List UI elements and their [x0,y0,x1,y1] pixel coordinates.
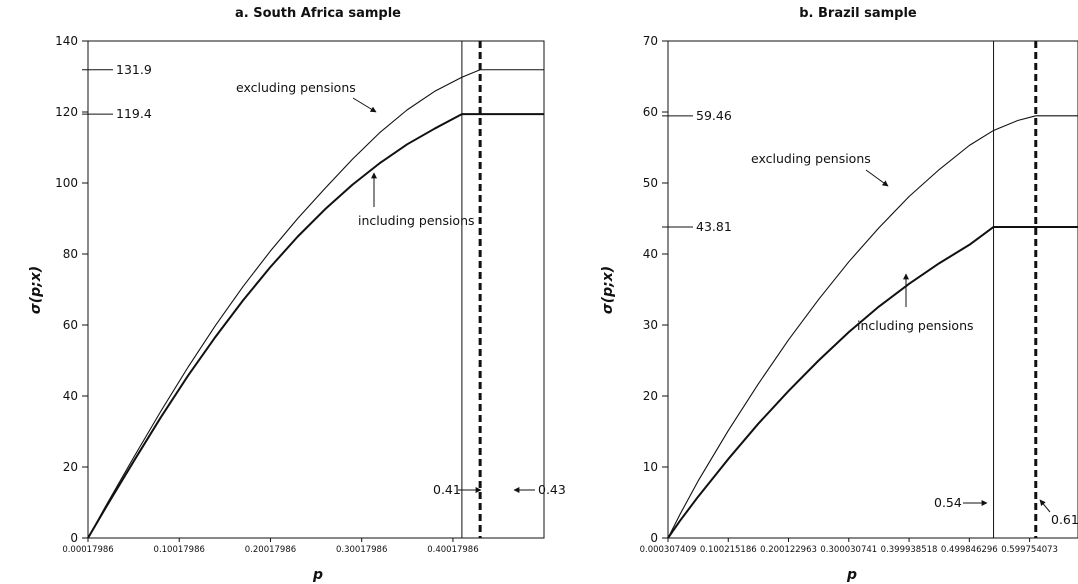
x-tick-label: 0.000307409 [640,545,697,555]
x-tick-label: 0.399938518 [881,545,938,555]
panel-a-title: a. South Africa sample [235,6,401,21]
y-tick-label: 60 [63,318,78,332]
panel-a-y-axis: 0 20 40 60 80 100 120 140 [55,34,88,545]
hline-value-label: 43.81 [696,219,732,234]
panel-brazil: b. Brazil sample 0 10 20 30 40 50 60 70 0.00030… [600,6,1078,583]
y-tick-label: 40 [63,389,78,403]
panel-b-plot-frame [667,40,1078,539]
x-tick-label: 0.20017986 [245,545,296,555]
panel-b-y-axis: 0 10 20 30 40 50 60 70 [643,34,668,545]
y-tick-label: 20 [63,460,78,474]
panel-b-vline-label-dashed: 0.61 [1051,512,1078,527]
series-line-including-pensions [87,113,544,539]
y-tick-label: 30 [643,318,658,332]
x-tick-label: 0.30017986 [336,545,387,555]
panel-a-annotation-including: including pensions [358,213,475,228]
y-tick-label: 10 [643,460,658,474]
panel-a-vline-label-solid: 0.41 [433,482,461,497]
series-line-excluding-pensions [87,69,544,539]
y-tick-label: 100 [55,176,78,190]
panel-b-y-axis-label: σ(p;x) [600,266,616,314]
panel-b-annotation-including: including pensions [857,318,974,333]
x-tick-label: 0.40017986 [427,545,478,555]
y-tick-label: 120 [55,105,78,119]
panel-b-annotation-excluding: excluding pensions [751,151,871,166]
y-tick-label: 40 [643,247,658,261]
y-tick-label: 20 [643,389,658,403]
series-line-including-pensions [667,225,1078,539]
panel-a-arrow-excluding [352,97,377,113]
y-tick-label: 140 [55,34,78,48]
panel-b-x-axis: 0.000307409 0.100215186 0.200122963 0.30003… [640,538,1058,555]
hline-value-label: 59.46 [696,108,732,123]
panel-b-reference-lines: 59.46 43.81 [662,41,1038,538]
x-tick-label: 0.10017986 [154,545,205,555]
x-tick-label: 0.100215186 [700,545,757,555]
panel-b-title: b. Brazil sample [799,6,917,21]
panel-b-arrow-excluding [865,169,889,187]
hline-value-label: 131.9 [116,62,152,77]
panel-a-plot-frame [87,40,545,539]
series-line-excluding-pensions [667,115,1078,539]
panel-b-series [667,115,1078,539]
x-tick-label: 0.200122963 [760,545,817,555]
panel-b-vline-arrow-dashed [1039,499,1051,513]
panel-b-x-axis-label: p [846,567,857,583]
panel-a-x-axis-label: p [312,567,323,583]
y-tick-label: 70 [643,34,658,48]
panel-a-vline-label-dashed: 0.43 [538,482,566,497]
y-tick-label: 50 [643,176,658,190]
x-tick-label: 0.499846296 [941,545,998,555]
x-tick-label: 0.599754073 [1001,545,1058,555]
y-tick-label: 60 [643,105,658,119]
y-tick-label: 80 [63,247,78,261]
hline-value-label: 119.4 [116,106,152,121]
panel-south-africa: a. South Africa sample 0 20 40 60 80 100 120 14… [28,6,566,583]
panel-a-x-axis: 0.00017986 0.10017986 0.20017986 0.30017986… [62,538,479,555]
panel-a-series [87,69,544,539]
panel-a-annotation-excluding: excluding pensions [236,80,356,95]
y-tick-label: 0 [70,531,78,545]
panel-a-y-axis-label: σ(p;x) [28,266,44,314]
panel-b-vline-label-solid: 0.54 [934,495,962,510]
x-tick-label: 0.00017986 [62,545,113,555]
x-tick-label: 0.300030741 [820,545,877,555]
panel-a-reference-lines: 131.9 119.4 [82,41,482,538]
y-tick-label: 0 [650,531,658,545]
